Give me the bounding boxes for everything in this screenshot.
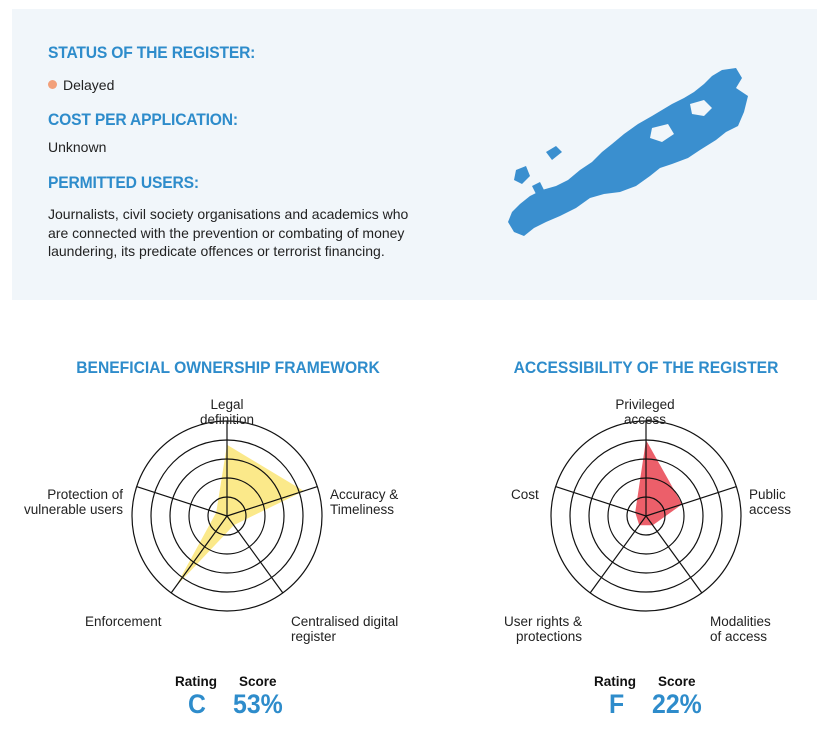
chart1-spoke (226, 515, 284, 594)
label-line: Timeliness (330, 502, 395, 517)
chart2-axis-label: Cost (511, 487, 539, 502)
status-text: Delayed (63, 77, 115, 93)
label-line: definition (199, 412, 255, 427)
users-line: Journalists, civil society organisations… (48, 206, 409, 222)
label-line: Accuracy & (330, 487, 399, 502)
label-line: of access (710, 629, 768, 644)
chart1-spoke (170, 515, 228, 594)
label-line: Modalities (710, 614, 771, 629)
chart2-spoke (589, 515, 647, 594)
chart2-spoke (645, 515, 703, 594)
chart1-rating-label: Rating (175, 674, 217, 689)
chart2-spoke (645, 486, 737, 517)
chart2-rating-label: Rating (594, 674, 636, 689)
chart2-spoke (555, 486, 647, 517)
label-line: Enforcement (85, 614, 162, 629)
label-line: vulnerable users (23, 502, 123, 517)
chart1-axis-label: Protection of vulnerable users (22, 487, 123, 517)
chart1-title: BENEFICIAL OWNERSHIP FRAMEWORK (76, 358, 380, 377)
chart1-spoke (136, 486, 228, 517)
chart2-score-area (635, 440, 683, 526)
chart1-spoke (226, 486, 318, 517)
chart1-axis-label: Centralised digital register (291, 614, 398, 644)
chart1-score-value: 53% (233, 689, 283, 719)
chart1-axis-label: Legal definition (187, 397, 267, 427)
label-line: Public (749, 487, 786, 502)
label-line: access (623, 412, 667, 427)
chart2-axis-label: Modalities of access (710, 614, 771, 644)
label-line: Centralised digital (291, 614, 399, 629)
label-line: access (749, 502, 792, 517)
label-line: protections (515, 629, 582, 644)
chart1-axis-label: Accuracy & Timeliness (330, 487, 398, 517)
chart2-axis-label: Public access (749, 487, 791, 517)
users-line: laundering, its predicate offences or te… (48, 243, 385, 259)
cost-value: Unknown (48, 139, 107, 155)
status-heading: STATUS OF THE REGISTER: (48, 43, 256, 62)
chart2-axis-label: Privileged access (605, 397, 685, 427)
chart2-rating-value: F (609, 689, 625, 719)
users-heading: PERMITTED USERS: (48, 173, 199, 192)
status-value: Delayed (48, 76, 114, 95)
cost-heading: COST PER APPLICATION: (48, 110, 238, 129)
users-line: are connected with the prevention or com… (48, 224, 405, 241)
chart2-score-value: 22% (652, 689, 702, 719)
label-line: Cost (511, 487, 539, 502)
chart1-rating-value: C (188, 689, 206, 719)
chart2-score-label: Score (658, 674, 696, 689)
chart2-axis-label: User rights & protections (490, 614, 582, 644)
users-text: Journalists, civil society organisations… (48, 205, 408, 261)
status-dot (48, 80, 57, 89)
label-line: Privileged (615, 397, 675, 412)
chart1-axis-label: Enforcement (85, 614, 162, 629)
chart1-score-label: Score (239, 674, 277, 689)
label-line: User rights & (503, 614, 582, 629)
label-line: Protection of (47, 487, 123, 502)
chart2-title: ACCESSIBILITY OF THE REGISTER (513, 358, 779, 377)
label-line: Legal (210, 397, 244, 412)
label-line: register (291, 629, 337, 644)
